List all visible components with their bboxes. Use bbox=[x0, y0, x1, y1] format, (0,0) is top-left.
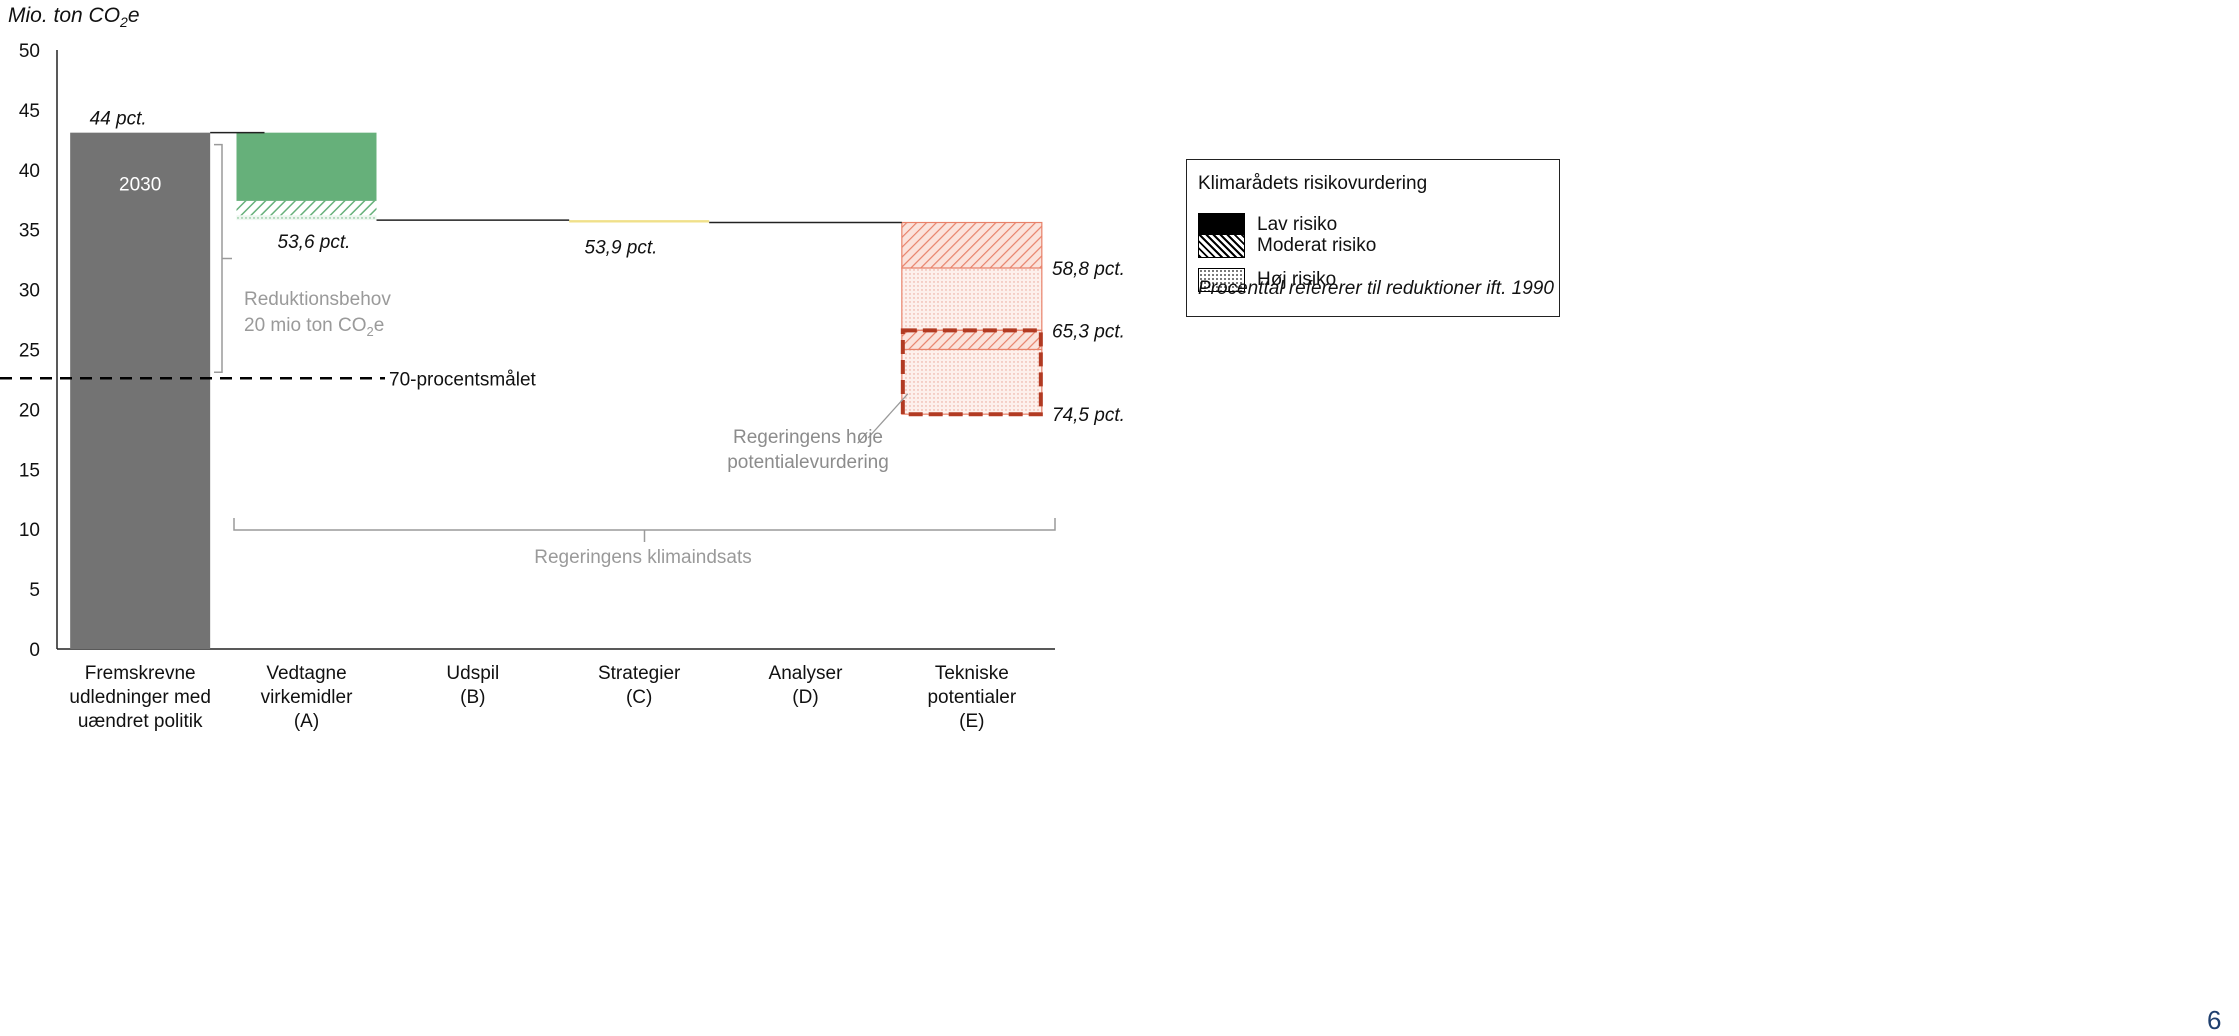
reduction-label-suffix: e bbox=[374, 315, 385, 336]
reduction-label-line1: Reduktionsbehov bbox=[244, 289, 391, 310]
x-tick-label: (B) bbox=[460, 687, 485, 708]
risk-legend: Klimarådets risikovurdering Lav risiko M… bbox=[1186, 159, 1560, 317]
legend-swatch-high-risk bbox=[1198, 268, 1245, 292]
y-tick-label: 0 bbox=[29, 640, 40, 661]
segment-bar bbox=[901, 329, 1043, 351]
x-tick-label: virkemidler bbox=[261, 687, 354, 708]
y-tick-label: 35 bbox=[19, 221, 40, 242]
reduction-label-subscript: 2 bbox=[367, 324, 374, 339]
x-tick-label: Fremskrevne bbox=[85, 663, 196, 684]
baseline-bar-label: 2030 bbox=[119, 175, 161, 196]
legend-item-low: Lav risiko bbox=[1198, 213, 1337, 237]
y-tick-label: 25 bbox=[19, 341, 40, 362]
x-tick-label: Vedtagne bbox=[266, 663, 346, 684]
x-tick-label: (D) bbox=[792, 687, 818, 708]
high-potential-leader-line bbox=[867, 393, 909, 439]
segment-bar bbox=[236, 200, 377, 216]
y-tick-label: 5 bbox=[29, 580, 40, 601]
x-tick-label: udledninger med bbox=[69, 687, 211, 708]
target-label: 70-procentsmålet bbox=[389, 369, 537, 390]
government-effort-bracket bbox=[233, 518, 1056, 542]
waterfall-chart: 0 5 10 15 20 25 30 35 40 45 50 Fremskrevne udledning… bbox=[0, 41, 1125, 732]
page-number: 6 bbox=[2207, 1005, 2222, 1035]
legend-item-high: Høj risiko bbox=[1198, 268, 1336, 292]
x-tick-label: Analyser bbox=[769, 663, 844, 684]
legend-label-moderate: Moderat risiko bbox=[1257, 235, 1377, 256]
baseline-bar bbox=[70, 132, 211, 650]
x-tick-label: potentialer bbox=[927, 687, 1016, 708]
annotation-label: 74,5 pct. bbox=[1052, 405, 1125, 426]
x-tick-label: (E) bbox=[959, 711, 984, 732]
high-potential-label-line2: potentialevurdering bbox=[727, 452, 889, 473]
legend-item-moderate: Moderat risiko bbox=[1198, 234, 1376, 258]
segment-bar bbox=[901, 221, 1043, 269]
annotation-label: 58,8 pct. bbox=[1052, 259, 1125, 280]
y-tick-label: 30 bbox=[19, 281, 40, 302]
reduction-bracket bbox=[214, 143, 232, 374]
segment-bar bbox=[569, 220, 710, 223]
high-potential-label-line1: Regeringens høje bbox=[733, 427, 883, 448]
legend-title: Klimarådets risikovurdering bbox=[1198, 173, 1428, 194]
y-tick-label: 45 bbox=[19, 101, 40, 122]
y-tick-label: 10 bbox=[19, 520, 40, 541]
y-tick-label: 40 bbox=[19, 161, 40, 182]
legend-label-high: Høj risiko bbox=[1257, 269, 1337, 290]
reduction-label-line2: 20 mio ton CO2e bbox=[244, 315, 384, 339]
x-tick-label: Tekniske bbox=[935, 663, 1009, 684]
y-tick-label: 50 bbox=[19, 41, 40, 62]
legend-swatch-moderate-risk bbox=[1198, 234, 1245, 258]
y-tick-label: 20 bbox=[19, 400, 40, 421]
legend-swatch-low-risk bbox=[1198, 213, 1245, 237]
x-tick-label: (A) bbox=[294, 711, 319, 732]
segment-bar bbox=[901, 348, 1043, 415]
baseline-top-label: 44 pct. bbox=[90, 109, 147, 130]
x-tick-label: uændret politik bbox=[78, 711, 203, 732]
segment-bar bbox=[901, 267, 1043, 331]
legend-label-low: Lav risiko bbox=[1257, 214, 1338, 235]
x-tick-label: Udspil bbox=[446, 663, 499, 684]
x-tick-label: (C) bbox=[626, 687, 652, 708]
annotation-label: 65,3 pct. bbox=[1052, 321, 1125, 342]
government-effort-label: Regeringens klimaindsats bbox=[534, 547, 752, 568]
x-tick-label: Strategier bbox=[598, 663, 681, 684]
annotation-label: 53,9 pct. bbox=[585, 238, 658, 259]
y-axis-unit-label: Mio. ton CO2e bbox=[8, 4, 140, 31]
legend-note: Procenttal refererer til reduktioner ift… bbox=[1198, 278, 1554, 299]
segment-bar bbox=[236, 215, 377, 221]
y-tick-label: 15 bbox=[19, 460, 40, 481]
high-potential-box bbox=[900, 328, 1043, 417]
segment-bar bbox=[236, 132, 377, 201]
annotation-label: 53,6 pct. bbox=[278, 232, 351, 253]
